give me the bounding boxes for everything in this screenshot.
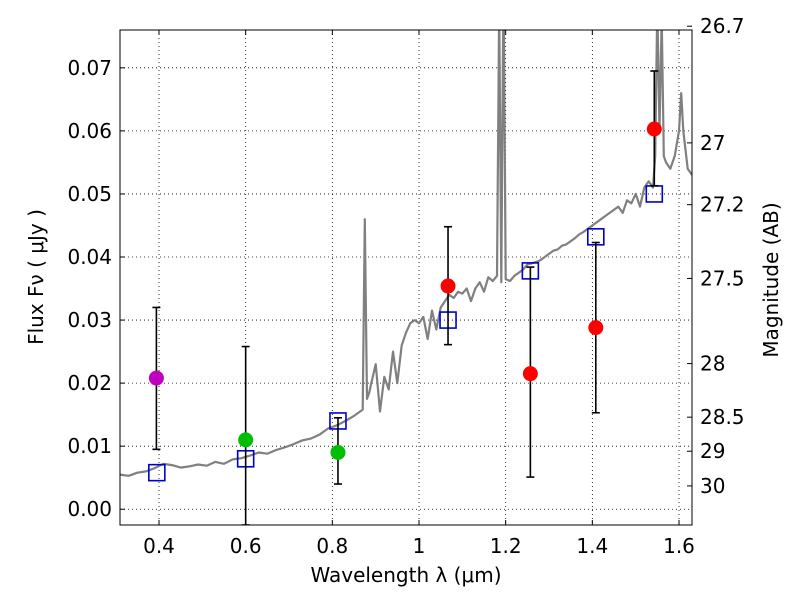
- x-axis: 0.4 0.6 0.8 1 1.2 1.4 1.6: [143, 30, 695, 558]
- grid: [120, 30, 692, 525]
- observed-point: [522, 366, 538, 382]
- observed-point: [646, 121, 662, 137]
- y-axis-label: Flux Fν ( μJy ): [24, 209, 48, 345]
- y-tick-label: 0.07: [67, 56, 112, 80]
- y2-tick-label: 27.5: [700, 266, 745, 290]
- x-tick-label: 1.2: [490, 534, 522, 558]
- x-tick-label: 1: [413, 534, 426, 558]
- observed-point: [330, 444, 346, 460]
- y-tick-label: 0.01: [67, 434, 112, 458]
- y2-axis-label: Magnitude (AB): [759, 202, 783, 357]
- observed-point: [148, 370, 164, 386]
- model-spectrum: [120, 30, 692, 477]
- y-tick-label: 0.05: [67, 182, 112, 206]
- y-tick-label: 0.04: [67, 245, 112, 269]
- y2-tick-label: 27.2: [700, 193, 745, 217]
- plot-background: [120, 30, 692, 525]
- x-tick-label: 0.8: [316, 534, 348, 558]
- y-tick-label: 0.00: [67, 497, 112, 521]
- observed-point: [440, 278, 456, 294]
- y-tick-label: 0.02: [67, 371, 112, 395]
- x-axis-label: Wavelength λ (μm): [310, 563, 501, 587]
- y2-tick-label: 27: [700, 131, 725, 155]
- y2-tick-label: 29: [700, 439, 725, 463]
- observed-point: [588, 320, 604, 336]
- observed-point: [238, 432, 254, 448]
- y2-tick-label: 30: [700, 474, 725, 498]
- x-tick-label: 0.4: [143, 534, 175, 558]
- plot-frame: [119, 29, 693, 526]
- x-tick-label: 1.6: [663, 534, 695, 558]
- y2-axis: 26.7 27 27.2 27.5 28 28.5 29 30: [687, 14, 745, 498]
- observed-photometry: [148, 121, 662, 460]
- spectrum-line: [120, 30, 692, 477]
- y-tick-label: 0.03: [67, 308, 112, 332]
- y2-tick-label: 28.5: [700, 405, 745, 429]
- x-tick-label: 1.4: [576, 534, 608, 558]
- model-photometry-square: [148, 463, 166, 482]
- y-axis: 0.00 0.01 0.02 0.03 0.04 0.05 0.06 0.07: [67, 56, 125, 521]
- y2-tick-label: 28: [700, 352, 725, 376]
- x-tick-label: 0.6: [230, 534, 262, 558]
- y2-tick-label: 26.7: [700, 14, 745, 38]
- y-tick-label: 0.06: [67, 119, 112, 143]
